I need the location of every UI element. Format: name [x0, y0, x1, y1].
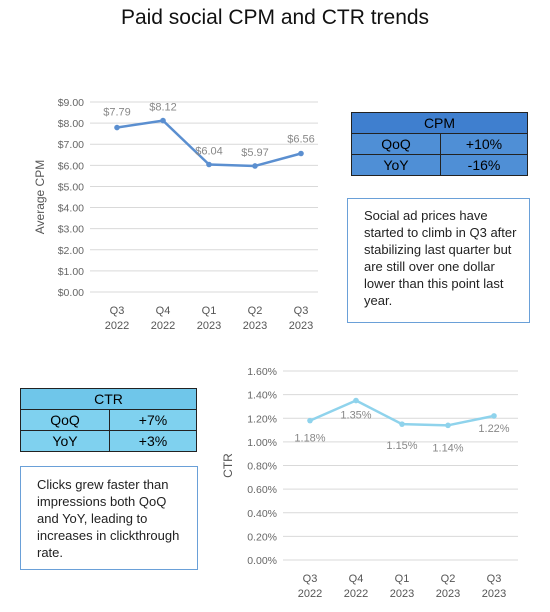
cpm-data-point — [160, 117, 166, 124]
ctr-data-label: 1.14% — [432, 442, 463, 454]
ctr-data-point — [445, 422, 451, 429]
cpm-x-tick-label: Q4 2022 — [151, 305, 175, 332]
cpm-yoy-label: YoY — [351, 154, 441, 176]
cpm-data-label: $8.12 — [149, 102, 177, 114]
table-row: QoQ +7% — [20, 409, 197, 431]
cpm-y-tick-label: $9.00 — [58, 97, 84, 109]
ctr-x-tick-label: Q3 2023 — [482, 573, 506, 600]
cpm-data-label: $5.97 — [241, 147, 269, 159]
ctr-x-tick-label: Q4 2022 — [344, 573, 368, 600]
cpm-data-label: $6.04 — [195, 145, 223, 157]
ctr-change-table: CTR QoQ +7% YoY +3% — [20, 388, 197, 452]
ctr-commentary: Clicks grew faster than impressions both… — [20, 466, 198, 570]
cpm-qoq-value: +10% — [440, 133, 528, 155]
table-row: YoY -16% — [351, 154, 528, 176]
page-title: Paid social CPM and CTR trends — [120, 6, 430, 29]
cpm-change-table: CPM QoQ +10% YoY -16% — [351, 112, 528, 176]
ctr-y-tick-label: 0.40% — [247, 508, 277, 520]
cpm-y-tick-label: $7.00 — [58, 139, 84, 151]
cpm-y-tick-label: $0.00 — [58, 287, 84, 299]
ctr-data-label: 1.22% — [478, 423, 509, 435]
cpm-yoy-value: -16% — [440, 154, 528, 176]
ctr-data-point — [399, 421, 405, 427]
cpm-x-tick-label: Q2 2023 — [243, 305, 267, 332]
table-row: QoQ +10% — [351, 133, 528, 155]
ctr-yoy-label: YoY — [20, 430, 110, 452]
ctr-data-label: 1.35% — [340, 410, 371, 422]
cpm-x-tick-label: Q3 2022 — [105, 305, 129, 332]
cpm-qoq-label: QoQ — [351, 133, 441, 155]
ctr-y-tick-label: 0.60% — [247, 484, 277, 496]
cpm-y-tick-label: $5.00 — [58, 181, 84, 193]
ctr-x-tick-label: Q1 2023 — [390, 573, 414, 600]
cpm-y-tick-label: $2.00 — [58, 245, 84, 257]
cpm-y-tick-label: $6.00 — [58, 160, 84, 172]
ctr-data-label: 1.18% — [294, 433, 325, 445]
ctr-y-axis-label: CTR — [221, 453, 235, 478]
ctr-y-tick-label: 0.20% — [247, 531, 277, 543]
ctr-x-tick-label: Q2 2023 — [436, 573, 460, 600]
table-row: YoY +3% — [20, 430, 197, 452]
ctr-x-tick-label: Q3 2022 — [298, 573, 322, 600]
cpm-commentary: Social ad prices have started to climb i… — [347, 198, 530, 323]
cpm-y-axis-label: Average CPM — [33, 160, 47, 234]
cpm-x-tick-label: Q3 2023 — [289, 305, 313, 332]
cpm-y-tick-label: $3.00 — [58, 224, 84, 236]
cpm-data-label: $7.79 — [103, 107, 131, 119]
ctr-data-label: 1.15% — [386, 440, 417, 452]
ctr-data-point — [353, 397, 359, 404]
ctr-y-tick-label: 0.80% — [247, 461, 277, 473]
ctr-qoq-label: QoQ — [20, 409, 110, 431]
cpm-y-tick-label: $4.00 — [58, 203, 84, 215]
cpm-y-tick-label: $1.00 — [58, 266, 84, 278]
cpm-y-tick-label: $8.00 — [58, 118, 84, 130]
ctr-y-tick-label: 1.20% — [247, 413, 277, 425]
ctr-yoy-value: +3% — [109, 430, 197, 452]
ctr-data-point — [491, 413, 497, 419]
cpm-table-header: CPM — [351, 112, 528, 134]
ctr-y-tick-label: 1.00% — [247, 437, 277, 449]
ctr-y-tick-label: 0.00% — [247, 555, 277, 567]
ctr-qoq-value: +7% — [109, 409, 197, 431]
cpm-data-point — [114, 124, 120, 131]
cpm-data-point — [252, 163, 258, 169]
ctr-y-tick-label: 1.40% — [247, 390, 277, 402]
ctr-data-point — [307, 417, 313, 424]
cpm-data-point — [298, 150, 304, 157]
cpm-data-label: $6.56 — [287, 134, 315, 146]
ctr-table-header: CTR — [20, 388, 197, 410]
ctr-y-tick-label: 1.60% — [247, 366, 277, 378]
cpm-x-tick-label: Q1 2023 — [197, 305, 221, 332]
cpm-data-point — [206, 161, 212, 168]
